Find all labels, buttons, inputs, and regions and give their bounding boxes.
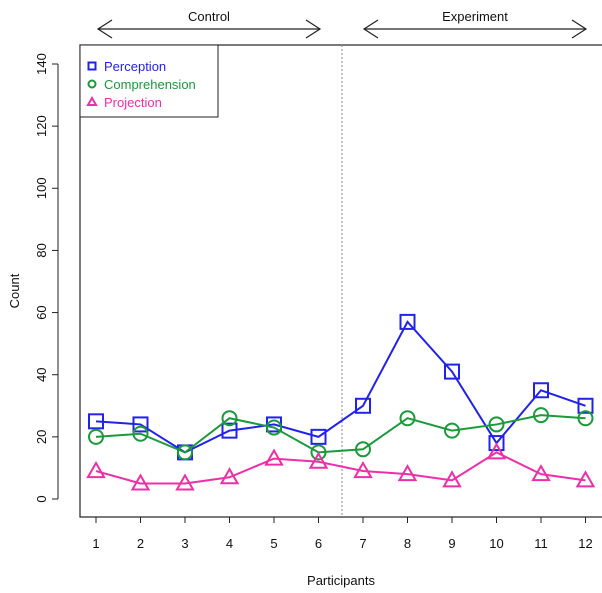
- point-perception: [310, 428, 327, 445]
- point-perception: [355, 397, 371, 414]
- series-line-projection: [95, 451, 586, 485]
- point-projection: [486, 442, 507, 460]
- point-comprehension: [444, 422, 460, 439]
- point-comprehension: [355, 441, 371, 458]
- point-comprehension: [221, 410, 238, 427]
- x-tick-label: 10: [489, 536, 503, 551]
- point-comprehension: [88, 428, 104, 445]
- point-projection: [353, 460, 373, 479]
- legend-marker-square-icon: [87, 61, 97, 71]
- legend-label: Comprehension: [104, 77, 196, 92]
- point-perception: [399, 313, 416, 330]
- group-bands: Control Experiment: [96, 9, 588, 39]
- point-comprehension: [533, 407, 549, 424]
- arrow-right-icon: [571, 19, 588, 39]
- series-layer: [86, 313, 596, 491]
- series-comprehension: [88, 407, 594, 461]
- y-tick-label: 120: [34, 115, 49, 137]
- legend-label: Projection: [104, 95, 162, 110]
- y-axis-title: Count: [7, 273, 22, 308]
- x-tick-label: 3: [181, 536, 188, 551]
- series-perception: [88, 313, 594, 461]
- point-projection: [442, 470, 462, 488]
- point-perception: [88, 413, 104, 430]
- point-perception: [577, 397, 594, 414]
- point-comprehension: [310, 444, 327, 461]
- legend-label: Perception: [104, 59, 166, 74]
- arrow-right-icon: [305, 19, 322, 39]
- y-axis: 0 20 40 60 80 100 120 140: [34, 53, 59, 503]
- y-ticks: 0 20 40 60 80 100 120 140: [34, 53, 58, 503]
- x-tick-label: 11: [534, 536, 548, 551]
- legend-item-perception: Perception: [87, 59, 166, 74]
- arrow-left-icon: [96, 19, 113, 39]
- point-projection: [575, 470, 596, 488]
- x-tick-label: 12: [578, 536, 592, 551]
- legend: Perception Comprehension Projection: [79, 44, 219, 118]
- y-tick-label: 100: [34, 177, 49, 199]
- legend-box: [79, 44, 219, 118]
- point-projection: [86, 460, 106, 479]
- x-tick-label: 4: [226, 536, 233, 551]
- point-projection: [130, 473, 151, 491]
- point-projection: [308, 451, 329, 469]
- group-band-label: Control: [188, 9, 230, 24]
- x-tick-label: 1: [92, 536, 99, 551]
- point-comprehension: [399, 410, 416, 427]
- y-tick-label: 40: [34, 367, 49, 381]
- x-tick-label: 5: [270, 536, 277, 551]
- y-tick-label: 20: [34, 430, 49, 444]
- x-tick-label: 6: [315, 536, 322, 551]
- legend-marker-circle-icon: [87, 79, 97, 89]
- point-comprehension: [488, 416, 505, 433]
- arrow-left-icon: [362, 19, 379, 39]
- group-band-control: Control: [96, 9, 322, 39]
- point-projection: [175, 473, 195, 491]
- point-projection: [397, 464, 418, 482]
- series-projection: [86, 442, 596, 491]
- x-ticks: 1 2 3 4 5 6 7 8 9 10 11 12: [92, 517, 593, 551]
- point-comprehension: [132, 425, 149, 442]
- x-axis-title: Participants: [307, 573, 375, 588]
- point-comprehension: [266, 419, 282, 436]
- legend-item-comprehension: Comprehension: [87, 77, 196, 92]
- point-comprehension: [177, 444, 193, 461]
- series-line-perception: [95, 320, 586, 454]
- x-tick-label: 8: [404, 536, 411, 551]
- y-tick-label: 0: [34, 495, 49, 502]
- point-perception: [533, 382, 549, 399]
- point-perception: [132, 416, 149, 433]
- legend-items: Perception Comprehension Projection: [86, 59, 196, 110]
- point-projection: [264, 448, 284, 466]
- y-tick-label: 60: [34, 305, 49, 319]
- point-comprehension: [577, 410, 594, 427]
- point-projection: [531, 464, 551, 482]
- point-perception: [488, 435, 505, 452]
- point-perception: [221, 422, 238, 439]
- x-axis: 1 2 3 4 5 6 7 8 9 10 11 12: [92, 516, 593, 551]
- legend-item-projection: Projection: [86, 95, 162, 110]
- legend-marker-triangle-icon: [86, 95, 98, 107]
- group-band-experiment: Experiment: [362, 9, 588, 39]
- x-tick-label: 2: [137, 536, 144, 551]
- group-band-label: Experiment: [442, 9, 508, 24]
- y-tick-label: 140: [34, 53, 49, 75]
- x-tick-label: 7: [359, 536, 366, 551]
- x-tick-label: 9: [448, 536, 455, 551]
- point-projection: [219, 467, 240, 485]
- point-perception: [444, 363, 460, 380]
- y-tick-label: 80: [34, 243, 49, 257]
